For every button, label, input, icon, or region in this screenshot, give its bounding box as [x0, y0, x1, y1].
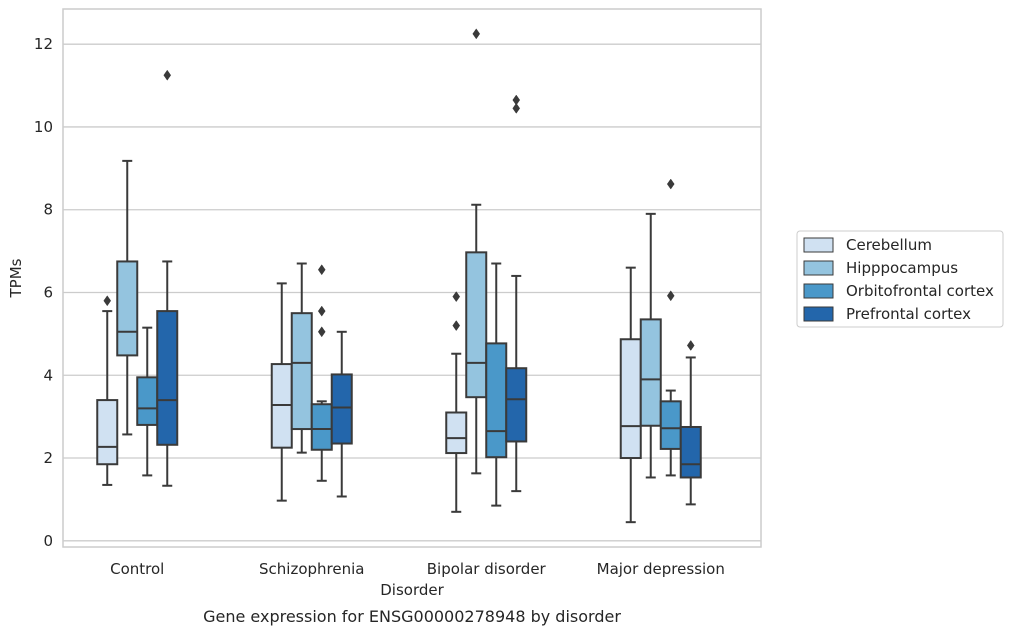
- outlier-point: [452, 291, 461, 303]
- plot-frame: [62, 8, 762, 548]
- legend-item-0: Cerebellum: [803, 236, 932, 254]
- box-body: [659, 400, 682, 450]
- x-tick-label-0: Control: [110, 560, 164, 578]
- legend-label: Cerebellum: [846, 236, 932, 254]
- legend-swatch: [803, 306, 834, 322]
- legend-swatch: [803, 260, 834, 276]
- outlier-point: [666, 290, 675, 302]
- x-axis-title: Disorder: [380, 581, 444, 599]
- x-tick-label-2: Bipolar disorder: [427, 560, 547, 578]
- legend: Cerebellum Hipppocampus Orbitofrontal cort…: [796, 230, 1004, 328]
- box-3-2: [505, 94, 528, 493]
- box-1-1: [290, 262, 313, 454]
- box-body: [639, 318, 662, 427]
- box-body: [485, 342, 508, 459]
- box-body: [136, 376, 159, 426]
- y-tick-label-4: 4: [43, 366, 53, 384]
- box-1-0: [116, 159, 139, 436]
- y-tick-label-10: 10: [34, 118, 53, 136]
- box-body: [619, 338, 642, 460]
- outlier-point: [452, 320, 461, 332]
- box-2-3: [659, 178, 682, 477]
- box-body: [679, 425, 702, 479]
- box-3-1: [330, 330, 353, 498]
- outlier-point: [103, 295, 112, 307]
- y-tick-label-12: 12: [34, 35, 53, 53]
- box-0-0: [96, 295, 119, 486]
- box-body: [445, 411, 468, 455]
- box-body: [505, 367, 528, 443]
- outlier-point: [317, 305, 326, 317]
- y-tick-label-6: 6: [43, 283, 53, 301]
- outlier-point: [317, 326, 326, 338]
- grid-lines: [63, 43, 761, 542]
- box-0-3: [619, 266, 642, 524]
- y-tick-label-2: 2: [43, 449, 53, 467]
- box-3-0: [156, 69, 179, 487]
- box-2-0: [136, 326, 159, 477]
- legend-item-1: Hipppocampus: [803, 259, 958, 277]
- x-axis-ticks: Control Schizophrenia Bipolar disorder Majo…: [110, 560, 725, 578]
- outlier-point: [163, 69, 172, 81]
- box-body: [156, 310, 179, 446]
- box-1-2: [465, 28, 488, 475]
- box-2-1: [310, 264, 333, 482]
- box-3-3: [679, 340, 702, 506]
- legend-item-3: Prefrontal cortex: [803, 305, 971, 323]
- chart-caption: Gene expression for ENSG00000278948 by d…: [203, 607, 621, 626]
- box-2-2: [485, 262, 508, 507]
- outlier-point: [512, 102, 521, 114]
- box-0-2: [445, 291, 468, 513]
- outlier-point: [472, 28, 481, 40]
- legend-swatch: [803, 283, 834, 299]
- y-tick-label-0: 0: [43, 532, 53, 550]
- y-tick-label-8: 8: [43, 201, 53, 219]
- box-body: [465, 251, 488, 399]
- box-body: [96, 399, 119, 466]
- y-axis-title: TPMs: [7, 258, 25, 298]
- legend-item-2: Orbitofrontal cortex: [803, 282, 994, 300]
- y-axis-ticks: 0 2 4 6 8 10 12: [34, 35, 53, 550]
- outlier-point: [686, 340, 695, 351]
- legend-label: Orbitofrontal cortex: [846, 282, 994, 300]
- box-plot-series: [96, 28, 702, 524]
- outlier-point: [317, 264, 326, 276]
- box-0-1: [270, 282, 293, 502]
- outlier-point: [512, 94, 521, 106]
- legend-label: Hipppocampus: [846, 259, 958, 277]
- box-body: [330, 373, 353, 445]
- legend-frame: [796, 230, 1004, 328]
- box-body: [310, 403, 333, 451]
- box-body: [290, 312, 313, 431]
- box-1-3: [639, 212, 662, 479]
- x-tick-label-1: Schizophrenia: [259, 560, 364, 578]
- x-tick-label-3: Major depression: [597, 560, 725, 578]
- box-body: [116, 260, 139, 357]
- legend-swatch: [803, 237, 834, 253]
- legend-label: Prefrontal cortex: [846, 305, 971, 323]
- outlier-point: [666, 178, 675, 190]
